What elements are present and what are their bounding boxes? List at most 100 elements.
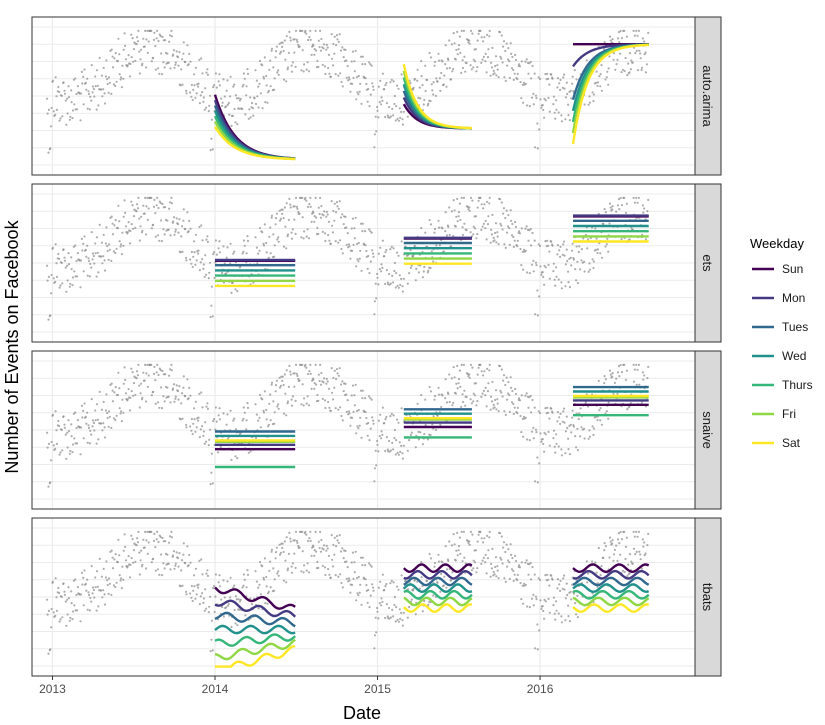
- observed-point: [137, 530, 140, 534]
- observed-point: [268, 68, 271, 71]
- observed-point: [409, 433, 412, 436]
- observed-point: [643, 53, 646, 56]
- observed-point: [127, 388, 130, 391]
- observed-point: [173, 66, 176, 69]
- observed-point: [402, 277, 405, 280]
- observed-point: [193, 84, 196, 87]
- observed-point: [122, 48, 125, 51]
- observed-point: [600, 256, 604, 259]
- observed-point: [359, 416, 362, 419]
- observed-point: [309, 205, 312, 208]
- observed-point: [423, 432, 426, 436]
- observed-point: [534, 595, 538, 598]
- observed-point: [608, 202, 612, 205]
- observed-point: [210, 452, 213, 455]
- observed-point: [354, 383, 357, 386]
- observed-point: [160, 219, 163, 222]
- observed-point: [608, 536, 612, 539]
- observed-point: [268, 569, 271, 572]
- observed-point: [474, 215, 477, 218]
- observed-point: [229, 95, 232, 98]
- observed-point: [50, 273, 53, 277]
- observed-point: [241, 586, 244, 589]
- observed-point: [512, 412, 515, 415]
- observed-point: [401, 452, 404, 455]
- observed-point: [555, 609, 558, 612]
- observed-point: [86, 77, 89, 80]
- observed-point: [174, 228, 177, 231]
- observed-point: [539, 599, 542, 602]
- observed-point: [392, 414, 395, 417]
- observed-point: [561, 420, 564, 423]
- observed-point: [381, 406, 384, 409]
- observed-point: [494, 398, 497, 402]
- observed-point: [206, 235, 209, 238]
- observed-point: [384, 251, 387, 254]
- observed-point: [349, 90, 352, 93]
- observed-point: [189, 394, 192, 397]
- observed-point: [50, 607, 53, 611]
- observed-point: [591, 91, 594, 94]
- observed-point: [118, 73, 121, 76]
- observed-point: [543, 431, 546, 434]
- observed-point: [516, 579, 519, 582]
- observed-point: [639, 558, 642, 561]
- observed-point: [560, 448, 563, 451]
- observed-point: [603, 549, 606, 552]
- observed-point: [459, 218, 462, 221]
- observed-point: [184, 395, 187, 398]
- observed-point: [560, 120, 564, 123]
- observed-point: [182, 542, 185, 545]
- observed-point: [161, 369, 164, 373]
- observed-point: [604, 378, 608, 381]
- observed-point: [90, 99, 93, 102]
- observed-point: [164, 206, 167, 209]
- observed-point: [457, 545, 461, 548]
- forecast-line-tues: [403, 576, 473, 587]
- observed-point: [359, 249, 362, 252]
- observed-point: [218, 407, 221, 410]
- observed-point: [110, 48, 113, 51]
- observed-point: [186, 545, 189, 548]
- observed-point: [448, 540, 451, 543]
- observed-point: [102, 589, 105, 592]
- observed-point: [246, 406, 250, 409]
- observed-point: [398, 274, 401, 277]
- observed-point: [513, 239, 516, 242]
- observed-point: [355, 265, 358, 268]
- observed-point: [110, 215, 113, 218]
- observed-point: [399, 617, 402, 621]
- observed-point: [319, 550, 323, 553]
- observed-point: [408, 272, 411, 275]
- observed-point: [225, 105, 228, 108]
- observed-point: [211, 315, 214, 318]
- observed-point: [316, 226, 319, 229]
- observed-point: [225, 272, 228, 275]
- observed-point: [93, 95, 96, 98]
- observed-point: [232, 586, 235, 589]
- observed-point: [421, 276, 424, 279]
- observed-point: [115, 414, 118, 417]
- observed-point: [94, 576, 97, 579]
- observed-point: [424, 64, 427, 67]
- observed-point: [390, 579, 393, 583]
- observed-point: [492, 236, 495, 239]
- observed-point: [475, 70, 478, 73]
- observed-point: [536, 314, 539, 317]
- observed-point: [120, 420, 123, 423]
- observed-point: [144, 196, 147, 199]
- observed-point: [293, 38, 296, 41]
- observed-point: [176, 390, 180, 393]
- observed-point: [532, 604, 535, 607]
- observed-point: [128, 576, 132, 579]
- observed-point: [554, 284, 557, 287]
- observed-point: [305, 68, 308, 71]
- observed-point: [444, 211, 447, 214]
- observed-point: [355, 75, 359, 79]
- observed-point: [384, 449, 387, 453]
- observed-point: [636, 34, 639, 37]
- observed-point: [232, 419, 235, 422]
- observed-point: [476, 567, 479, 570]
- observed-point: [416, 79, 419, 82]
- observed-point: [520, 264, 523, 267]
